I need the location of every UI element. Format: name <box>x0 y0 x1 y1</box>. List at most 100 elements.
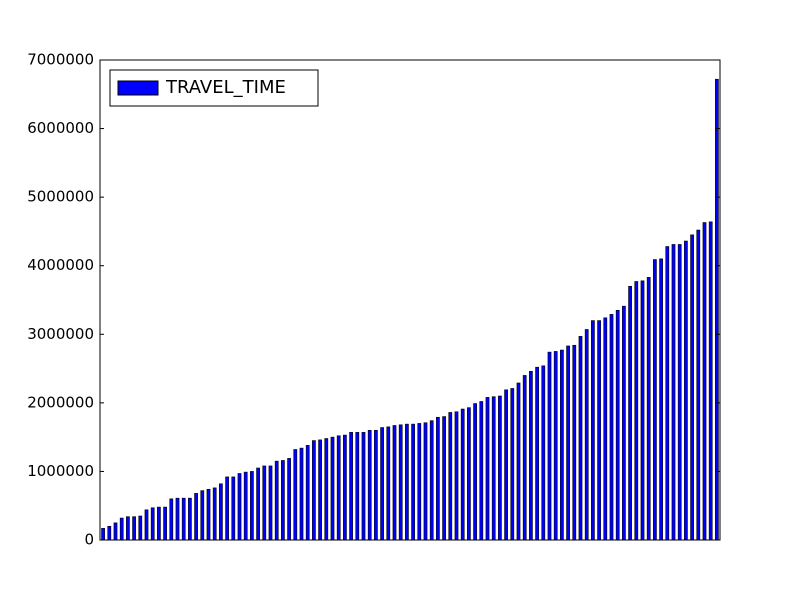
bar <box>702 222 707 541</box>
bar <box>374 429 378 541</box>
bar <box>529 371 533 541</box>
bar <box>553 351 558 541</box>
bar <box>448 412 453 541</box>
bar <box>188 497 192 541</box>
bar <box>318 439 322 541</box>
bar <box>206 488 211 541</box>
bar <box>547 351 552 541</box>
bar <box>473 403 477 541</box>
bar <box>708 221 713 541</box>
bar <box>498 395 502 541</box>
bar <box>659 258 663 541</box>
bar <box>169 498 174 541</box>
bar <box>566 345 570 541</box>
bar <box>386 426 391 541</box>
legend-swatch <box>117 80 159 96</box>
bar <box>504 389 508 541</box>
bar <box>460 408 465 541</box>
bar <box>535 366 539 541</box>
bar <box>671 244 676 541</box>
bar <box>361 432 366 541</box>
bar <box>305 445 310 541</box>
bar <box>107 525 112 541</box>
bar <box>157 506 161 541</box>
bar <box>219 483 223 541</box>
bar <box>677 244 682 541</box>
bar <box>392 425 397 541</box>
bar <box>250 471 254 541</box>
bar <box>597 320 601 541</box>
bar <box>485 397 490 541</box>
bar <box>436 416 440 541</box>
bar <box>175 497 180 541</box>
bar <box>324 438 329 541</box>
bar <box>343 434 347 541</box>
bar <box>560 349 564 541</box>
legend-label: TRAVEL_TIME <box>165 77 286 98</box>
bar <box>287 458 291 541</box>
y-tick-label: 3000000 <box>27 325 94 343</box>
bar <box>101 528 105 541</box>
bar <box>522 375 527 541</box>
bar <box>578 336 583 541</box>
bar <box>299 447 304 541</box>
bar <box>200 490 205 541</box>
y-tick-label: 7000000 <box>27 51 94 69</box>
bar <box>113 522 118 541</box>
bar <box>479 401 484 541</box>
bar <box>640 280 645 541</box>
y-tick-label: 4000000 <box>27 256 94 274</box>
bar <box>312 440 316 541</box>
bar <box>243 471 248 541</box>
bar <box>262 465 267 541</box>
bar <box>411 423 415 541</box>
bar <box>293 449 298 541</box>
y-tick-label: 2000000 <box>27 393 94 411</box>
bar <box>405 423 409 541</box>
y-tick-label: 6000000 <box>27 119 94 137</box>
bar <box>181 497 186 541</box>
bar <box>516 382 521 541</box>
bar <box>138 515 143 541</box>
bar <box>256 467 260 541</box>
bar <box>398 424 403 541</box>
y-tick-label: 0 <box>84 531 94 549</box>
bar <box>603 317 608 541</box>
bar <box>150 507 155 541</box>
bar <box>609 314 614 541</box>
bar <box>584 329 589 541</box>
bar <box>126 516 130 541</box>
bar <box>119 517 124 541</box>
bar <box>380 427 384 541</box>
bar <box>491 396 496 541</box>
bar <box>144 509 149 541</box>
bar <box>231 476 236 541</box>
bar <box>268 465 273 541</box>
bar <box>665 246 670 541</box>
bar <box>237 473 242 541</box>
bar <box>715 78 719 541</box>
bar <box>281 460 285 541</box>
bar <box>132 516 136 541</box>
bar <box>429 420 434 541</box>
bar <box>572 344 577 541</box>
y-tick-label: 5000000 <box>27 188 94 206</box>
bar <box>684 240 688 541</box>
plot-frame <box>99 59 721 541</box>
bar <box>541 365 546 541</box>
bar <box>163 506 167 541</box>
bar <box>442 416 446 541</box>
bar <box>423 422 428 541</box>
bar <box>467 407 471 541</box>
bar <box>653 259 657 541</box>
bar <box>510 388 515 541</box>
bar <box>274 460 279 541</box>
bar <box>690 234 694 541</box>
bar <box>591 320 595 541</box>
bar <box>349 432 353 541</box>
bar <box>355 432 360 541</box>
bar <box>454 411 459 541</box>
bar <box>336 435 341 541</box>
bar <box>634 281 639 541</box>
